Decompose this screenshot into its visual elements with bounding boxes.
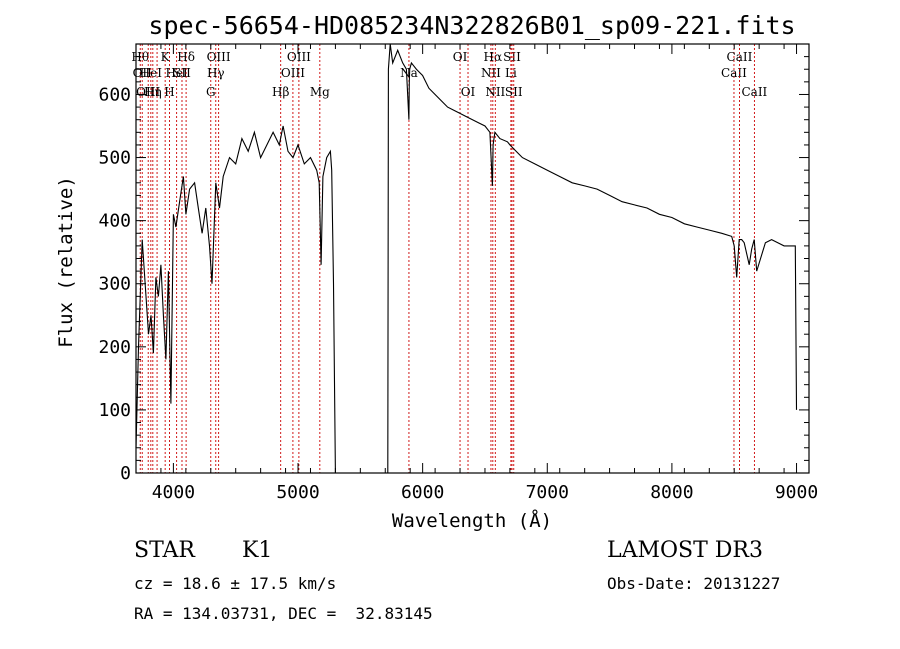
x-tick-label: 9000 — [775, 482, 818, 503]
object-class: STAR — [134, 538, 195, 563]
spectral-line-label: CaII — [727, 50, 753, 64]
spectral-line-label: CaII — [721, 66, 747, 80]
ra-dec-coordinates: RA = 134.03731, DEC = 32.83145 — [134, 604, 433, 623]
y-tick-label: 300 — [98, 274, 131, 295]
spectral-line-label: SII — [173, 66, 191, 80]
spectral-line-label: Hδ — [177, 50, 195, 64]
flux-series-line — [135, 43, 798, 474]
spectral-line-markers: HθOIIOIIIHeIHηKHHeISIIHδGHγOIIIHβOIIIOII… — [131, 44, 768, 473]
x-tick-label: 6000 — [401, 482, 444, 503]
spectral-line-label: Na — [400, 66, 418, 80]
spectral-line-label: Hα — [484, 50, 503, 64]
spectral-line-label: Mg — [310, 85, 330, 99]
spectral-line-label: NII — [485, 85, 505, 99]
spectral-line-label: Hβ — [272, 85, 289, 99]
observation-date: Obs-Date: 20131227 — [607, 574, 781, 593]
spectral-line-label: HeI — [140, 66, 163, 80]
spectral-line-label: H — [164, 85, 174, 99]
spectral-line-label: SII — [505, 85, 523, 99]
survey-name: LAMOST DR3 — [607, 538, 763, 563]
y-tick-label: 200 — [98, 337, 131, 358]
spectral-line-label: Hη — [144, 85, 162, 99]
y-tick-label: 600 — [98, 84, 131, 105]
spectral-line-label: OIII — [287, 50, 311, 64]
spectral-line-label: G — [206, 85, 216, 99]
spectral-line-label: NII — [481, 66, 501, 80]
x-tick-label: 5000 — [276, 482, 319, 503]
x-tick-label: 7000 — [526, 482, 569, 503]
y-tick-label: 400 — [98, 211, 131, 232]
spectral-line-label: Hγ — [207, 66, 225, 80]
spectral-line-label: Li — [505, 66, 517, 80]
spectral-line-label: OIII — [281, 66, 305, 80]
plot-frame — [135, 43, 810, 474]
y-tick-label: 0 — [120, 463, 131, 484]
x-tick-label: 8000 — [650, 482, 693, 503]
y-tick-label: 100 — [98, 400, 131, 421]
redshift-velocity: cz = 18.6 ± 17.5 km/s — [134, 574, 337, 593]
spectral-line-label: K — [161, 50, 171, 64]
spectral-line-label: SII — [503, 50, 521, 64]
x-tick-label: 4000 — [152, 482, 195, 503]
spectral-line-label: OI — [461, 85, 476, 99]
spectral-line-label: CaII — [741, 85, 767, 99]
object-subclass: K1 — [242, 538, 273, 563]
axes: 4000 5000 6000 7000 8000 9000 0 100 200 300 400 500… — [98, 43, 818, 503]
chart-title: spec-56654-HD085234N322826B01_sp09-221.f… — [148, 11, 795, 40]
y-axis-label: Flux (relative) — [55, 176, 77, 348]
y-tick-label: 500 — [98, 148, 131, 169]
spectral-line-label: OIII — [207, 50, 231, 64]
spectral-line-label: OIII — [136, 85, 160, 99]
x-axis-label: Wavelength (Å) — [392, 509, 552, 532]
spectral-line-label: OI — [453, 50, 468, 64]
